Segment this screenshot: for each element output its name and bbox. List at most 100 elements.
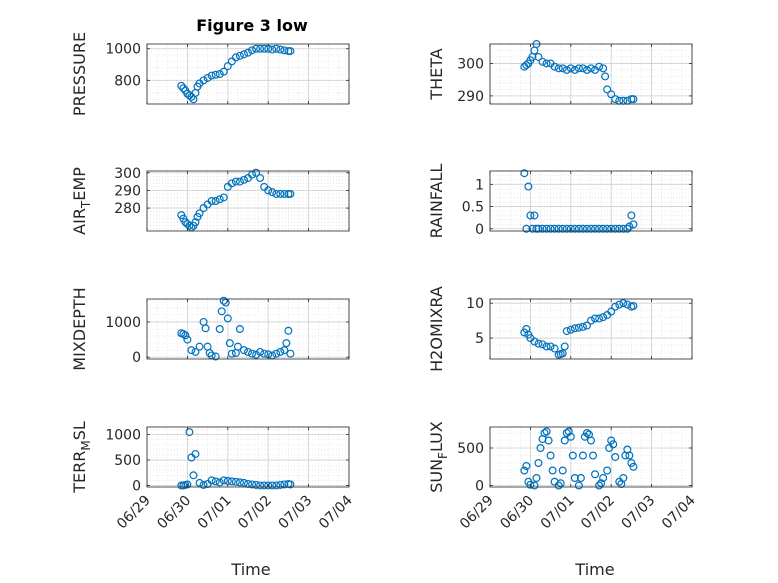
data-point [578,64,587,73]
y-tick-label: 1000 [105,42,141,58]
data-point [578,451,587,460]
data-point [235,51,244,60]
data-point [207,71,216,80]
data-point [625,451,634,460]
subplot-pressure: 800 1000 PRESSURE [70,32,350,116]
data-point [603,466,612,475]
axes-box [489,298,693,360]
data-point [625,222,634,231]
data-point [227,477,236,486]
data-point [286,349,295,358]
data-point [550,344,559,353]
data-point [546,224,555,233]
y-tick-label: 0 [475,222,484,238]
data-point [272,189,281,198]
data-point [256,481,265,490]
data-point [530,481,539,490]
data-point [607,307,616,316]
data-point [554,224,563,233]
data-point [219,193,228,202]
data-point [286,480,295,489]
data-point [568,451,577,460]
data-point [248,46,257,55]
data-point [219,67,228,76]
data-point [576,474,585,483]
y-tick-label: 0 [132,350,141,366]
y-axis-label: MIXDEPTH [70,287,89,370]
data-point [566,64,575,73]
data-point [566,325,575,334]
data-point [256,347,265,356]
data-point [205,349,214,358]
data-point [199,480,208,489]
data-point [207,197,216,206]
data-point [599,474,608,483]
data-point [248,480,257,489]
data-point [215,195,224,204]
data-point [225,339,234,348]
data-point [629,95,638,104]
data-point [595,481,604,490]
data-point [586,436,595,445]
data-point [223,314,232,323]
axes-box [146,43,350,105]
data-point [619,474,628,483]
data-point [526,211,535,220]
data-point [566,432,575,441]
data-point [603,85,612,94]
data-point [219,296,228,305]
data-point [586,316,595,325]
data-point [591,470,600,479]
data-point [554,481,563,490]
data-point [554,64,563,73]
data-point [215,478,224,487]
data-point [195,478,204,487]
y-tick-label: 10 [466,296,484,312]
data-point [227,179,236,188]
data-point [520,169,529,178]
axes-box [489,426,693,488]
data-point [223,62,232,71]
data-point [183,480,192,489]
y-tick-label: 290 [457,89,484,105]
data-point [260,44,269,53]
data-point [201,324,210,333]
data-point [207,476,216,485]
data-point [256,44,265,53]
data-point [570,65,579,74]
y-tick-label: 0.5 [462,200,484,216]
data-point [177,81,186,90]
data-point [582,429,591,438]
y-tick-label: 500 [457,441,484,457]
y-tick-label: 5 [475,331,484,347]
data-point [264,186,273,195]
data-point [268,45,277,54]
x-axis-label-left: Time [230,560,270,579]
data-point [276,45,285,54]
data-point [211,197,220,206]
data-point [260,349,269,358]
axes-box [146,170,350,232]
data-point [566,224,575,233]
data-point [615,224,624,233]
data-point [268,188,277,197]
data-point [203,73,212,82]
data-point [595,62,604,71]
data-point [280,480,289,489]
data-point [550,224,559,233]
data-point [211,70,220,79]
data-point [629,220,638,229]
data-point [623,224,632,233]
data-point [534,224,543,233]
y-tick-label: 300 [114,166,141,182]
data-point [179,329,188,338]
data-point [532,474,541,483]
y-tick-label: 1000 [105,428,141,444]
data-point [183,335,192,344]
data-point [264,481,273,490]
subplot-theta: 290 300 THETA [427,39,693,105]
data-point [181,331,190,340]
data-point [185,221,194,230]
data-point [586,224,595,233]
